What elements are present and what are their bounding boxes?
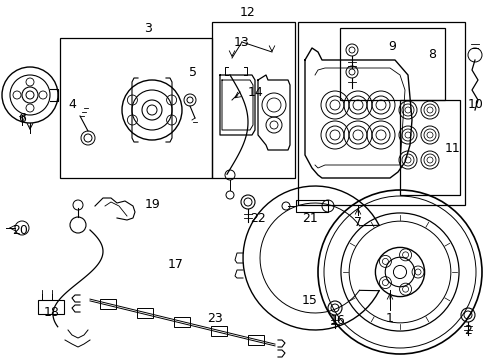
Text: 11: 11: [445, 141, 461, 154]
Text: 17: 17: [168, 258, 184, 271]
Text: 15: 15: [302, 293, 318, 306]
Bar: [174, 317, 190, 327]
Bar: [340, 28, 445, 100]
Bar: [212, 22, 295, 178]
Text: 16: 16: [330, 314, 346, 327]
Text: 6: 6: [18, 112, 26, 125]
Text: 7: 7: [354, 216, 362, 229]
Text: 5: 5: [189, 66, 197, 78]
Bar: [211, 326, 227, 336]
Text: 4: 4: [68, 99, 76, 112]
Text: 13: 13: [234, 36, 250, 49]
Text: 2: 2: [464, 324, 472, 337]
Text: 12: 12: [240, 5, 256, 18]
Bar: [296, 200, 328, 212]
Bar: [248, 335, 264, 345]
Text: 10: 10: [468, 99, 484, 112]
Text: 23: 23: [207, 311, 223, 324]
Bar: [400, 100, 460, 195]
Bar: [60, 38, 212, 178]
Bar: [298, 22, 465, 205]
Text: 14: 14: [248, 85, 264, 99]
Text: 18: 18: [44, 306, 60, 319]
Text: 21: 21: [302, 211, 318, 225]
Text: 9: 9: [388, 40, 396, 54]
Text: 1: 1: [386, 311, 394, 324]
Text: 8: 8: [428, 49, 436, 62]
Bar: [38, 300, 64, 314]
Text: 22: 22: [250, 211, 266, 225]
Text: 19: 19: [145, 198, 161, 211]
Bar: [137, 308, 153, 318]
Bar: [100, 299, 116, 309]
Text: 20: 20: [12, 224, 28, 237]
Text: 3: 3: [144, 22, 152, 35]
